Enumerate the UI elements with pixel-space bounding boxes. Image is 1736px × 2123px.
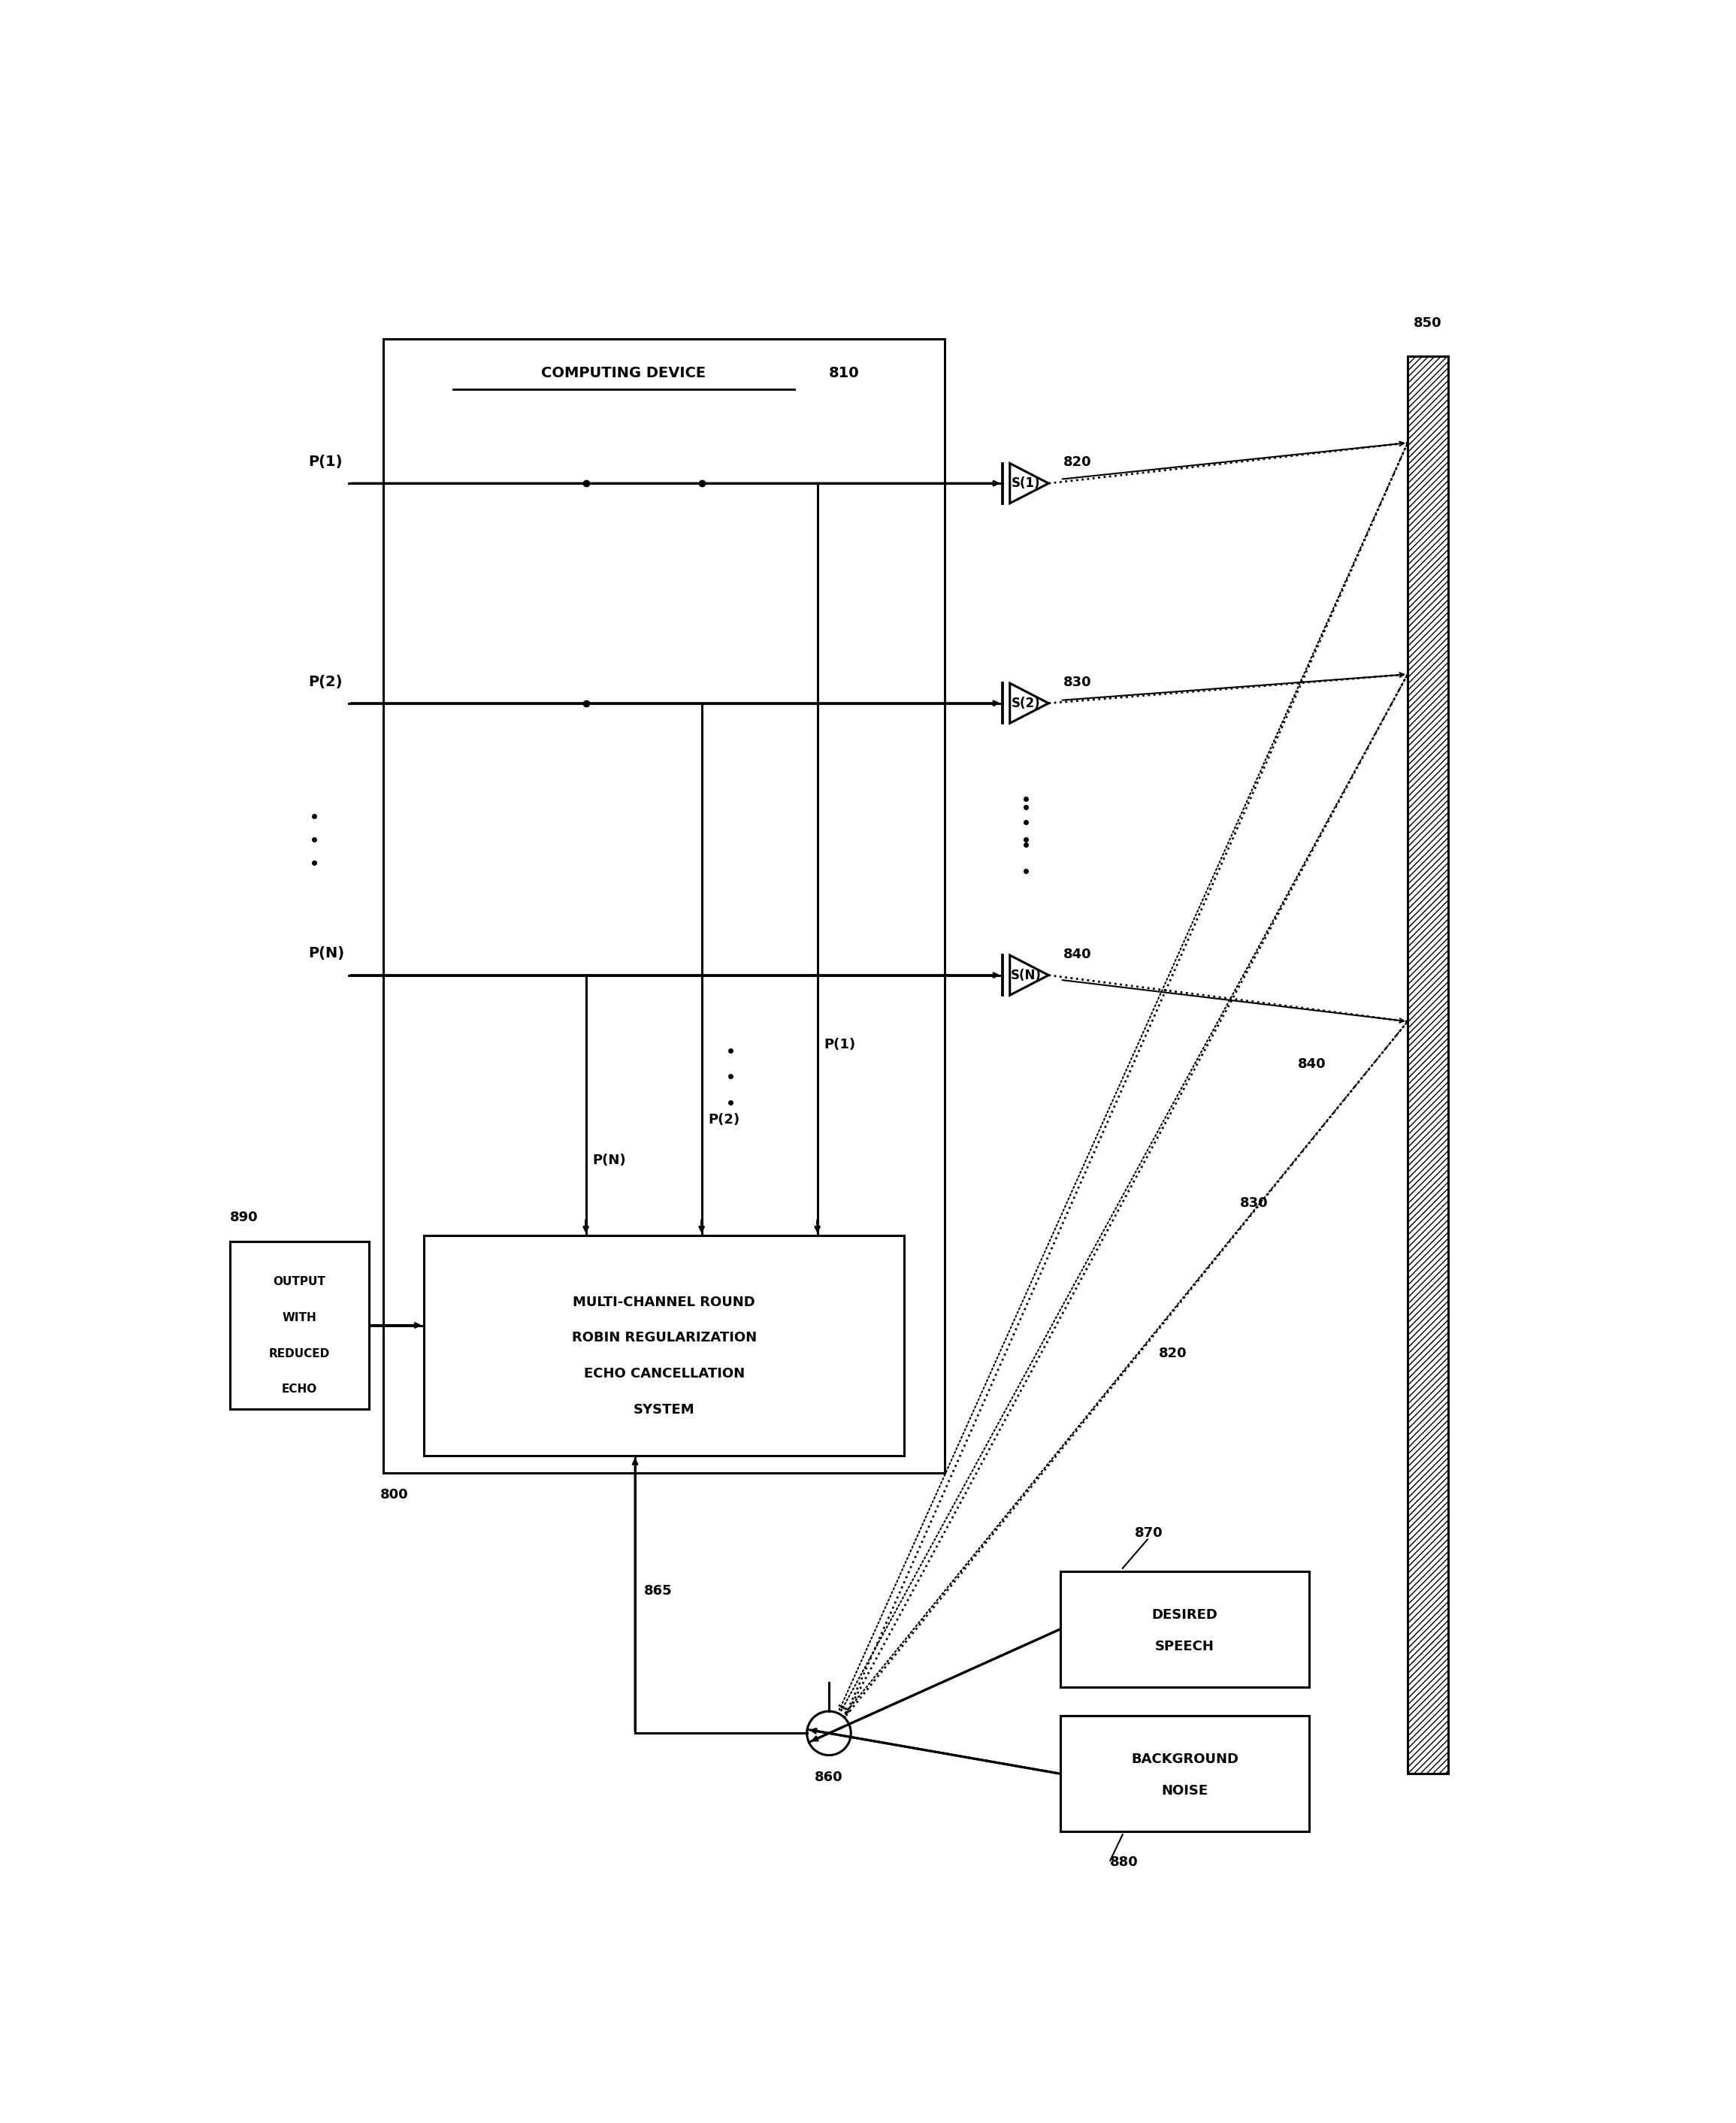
Bar bbox=[424, 1236, 904, 1456]
Text: 890: 890 bbox=[229, 1210, 259, 1225]
Text: MULTI-CHANNEL ROUND: MULTI-CHANNEL ROUND bbox=[573, 1295, 755, 1310]
Text: 860: 860 bbox=[814, 1771, 844, 1783]
Text: WITH: WITH bbox=[283, 1312, 316, 1323]
Text: 820: 820 bbox=[1160, 1346, 1187, 1361]
Text: P(2): P(2) bbox=[307, 675, 342, 688]
Text: SYSTEM: SYSTEM bbox=[634, 1403, 694, 1416]
Text: P(2): P(2) bbox=[708, 1112, 740, 1127]
Text: ECHO CANCELLATION: ECHO CANCELLATION bbox=[583, 1367, 745, 1380]
Bar bbox=[384, 340, 944, 1473]
Text: BACKGROUND: BACKGROUND bbox=[1132, 1751, 1238, 1766]
Bar bbox=[229, 1242, 368, 1410]
Text: SPEECH: SPEECH bbox=[1154, 1639, 1215, 1654]
Text: 830: 830 bbox=[1240, 1195, 1267, 1210]
Text: 810: 810 bbox=[830, 367, 859, 380]
Text: NOISE: NOISE bbox=[1161, 1783, 1208, 1798]
Text: S(N): S(N) bbox=[1010, 968, 1042, 983]
Text: ECHO: ECHO bbox=[281, 1384, 318, 1395]
Text: REDUCED: REDUCED bbox=[269, 1348, 330, 1359]
Text: P(N): P(N) bbox=[594, 1153, 627, 1168]
Text: 870: 870 bbox=[1135, 1526, 1163, 1539]
Text: 850: 850 bbox=[1413, 316, 1443, 329]
Bar bbox=[1408, 357, 1448, 1773]
Bar bbox=[1061, 1715, 1309, 1832]
Text: S(1): S(1) bbox=[1010, 476, 1040, 490]
Text: P(1): P(1) bbox=[825, 1038, 856, 1051]
Text: ROBIN REGULARIZATION: ROBIN REGULARIZATION bbox=[571, 1331, 757, 1344]
Text: DESIRED: DESIRED bbox=[1151, 1607, 1219, 1622]
Bar bbox=[1061, 1571, 1309, 1688]
Text: 840: 840 bbox=[1299, 1057, 1326, 1070]
Text: COMPUTING DEVICE: COMPUTING DEVICE bbox=[542, 367, 707, 380]
Text: OUTPUT: OUTPUT bbox=[273, 1276, 326, 1287]
Text: 820: 820 bbox=[1062, 456, 1092, 469]
Text: 800: 800 bbox=[380, 1488, 408, 1501]
Text: 830: 830 bbox=[1062, 675, 1092, 688]
Text: 865: 865 bbox=[644, 1584, 672, 1596]
Text: S(2): S(2) bbox=[1010, 696, 1040, 709]
Text: P(1): P(1) bbox=[307, 454, 342, 469]
Text: 840: 840 bbox=[1062, 947, 1092, 962]
Text: P(N): P(N) bbox=[307, 947, 344, 962]
Text: 880: 880 bbox=[1111, 1856, 1139, 1870]
